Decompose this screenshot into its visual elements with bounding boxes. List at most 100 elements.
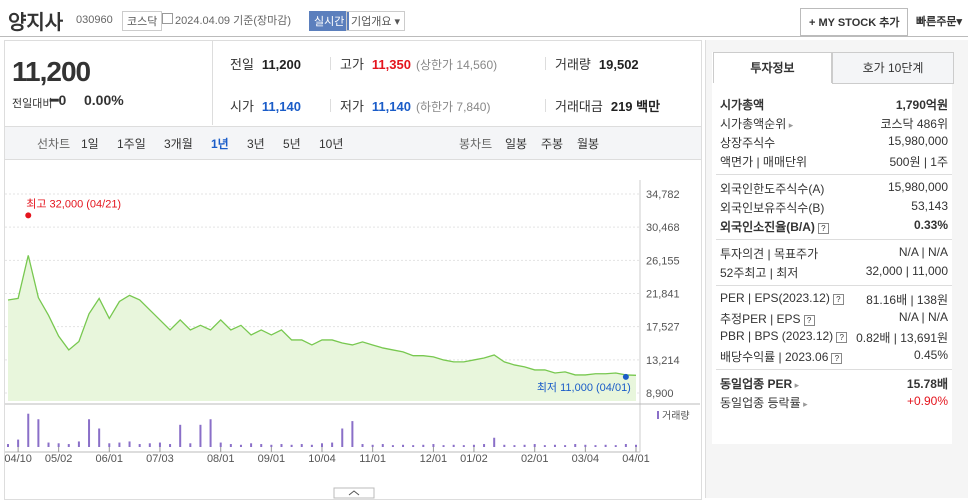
divider [0,36,968,37]
x-tick-label: 11/01 [359,453,386,465]
row-label: PBR | BPS (2023.12) [720,329,834,343]
volume-bar [169,444,172,447]
mystock-button[interactable]: + MY STOCK 추가 [800,8,909,36]
info-note: (하한가 7,840) [415,100,491,114]
divider [330,57,331,70]
mystock-text: MY STOCK 추가 [818,17,900,29]
row-label: 상장주식수 [720,136,776,150]
volume-bar [290,444,293,447]
help-icon[interactable]: ? [831,353,843,364]
link-arrow[interactable]: ▸ [792,380,800,390]
price-area [8,255,636,401]
low-label: 최저 11,000 (04/01) [537,381,631,394]
period-tab[interactable]: 10년 [319,137,344,151]
info-value: 19,502 [598,57,639,72]
x-tick-label: 12/01 [420,453,448,465]
volume-bar [442,445,445,447]
period-tab[interactable]: 3개월 [164,137,193,151]
divider [212,41,213,125]
row-label: 배당수익률 | 2023.06 [720,350,829,364]
volume-bar [594,445,597,447]
candle-tab[interactable]: 주봉 [541,137,564,151]
period-tab[interactable]: 1주일 [117,137,146,151]
volume-bar [513,445,516,447]
help-icon[interactable]: ? [817,223,829,234]
candle-tab[interactable]: 월봉 [577,137,600,151]
info-value: 219 백만 [610,99,661,114]
volume-bar [128,441,131,447]
row-value: 32,000 | 11,000 [865,264,948,278]
row-value: 코스닥 486위 [880,117,948,131]
row-value: 81.16배 | 138원 [866,293,948,307]
help-icon[interactable]: ? [836,332,848,343]
link-arrow[interactable]: ▸ [800,399,808,409]
low-marker [622,373,629,380]
volume-bar [57,443,60,447]
row-label: 시가총액 [720,98,765,112]
info-value: 11,350 [371,57,411,72]
volume-bar [543,445,546,447]
volume-bar [452,444,455,447]
x-tick-label: 07/03 [146,453,174,465]
period-tab[interactable]: 1일 [81,137,99,151]
invest-row: 시가총액순위 ▸ 코스닥 486위 [720,115,948,132]
tab-label: 봉차트 [459,137,493,151]
row-label: 외국인보유주식수(B) [720,201,825,215]
row-label: 추정PER | EPS [720,312,801,326]
volume-bar [47,442,50,447]
x-tick-label: 08/01 [207,453,235,465]
volume-bar [391,445,394,447]
volume-bar [98,428,101,447]
change: ━0 [50,92,67,108]
info-value: 11,140 [261,99,301,114]
info-label: 고가 [340,57,364,72]
volume-bar [300,444,303,447]
realtime-badge[interactable]: 실시간 [309,11,350,31]
volume-bar [199,424,202,447]
divider [716,285,952,286]
legend-label: 거래량 [662,410,690,422]
calendar-icon [162,13,173,24]
period-tab[interactable]: 5년 [283,137,301,151]
divider [330,99,331,112]
info-item: 고가 11,350 (상한가 14,560) [340,54,497,73]
order-link[interactable]: 빠른주문▾ [916,16,963,28]
x-tick-label: 06/01 [96,453,124,465]
row-label: 동일업종 PER [720,377,793,391]
help-icon[interactable]: ? [832,294,844,305]
volume-bar [553,444,556,447]
info-label: 시가 [230,99,254,114]
link-arrow[interactable]: ▸ [786,120,794,130]
tab[interactable]: 호가 10단계 [832,52,954,84]
order-text: 빠른주문 [916,16,957,28]
invest-row: 투자의견 | 목표주가 N/A | N/A [720,245,948,262]
invest-row: PBR | BPS (2023.12)? 0.82배 | 13,691원 [720,329,948,345]
volume-bar [158,442,161,447]
help-icon[interactable]: ? [803,315,815,326]
legend-swatch [657,411,659,419]
row-value: 15,980,000 [887,134,948,148]
invest-row: 52주최고 | 최저 32,000 | 11,000 [720,264,948,281]
y-tick-label: 21,841 [646,289,680,301]
candle-tab[interactable]: 일봉 [505,137,528,151]
row-value: N/A | N/A [898,245,948,259]
divider [716,174,952,175]
high-label: 최고 32,000 (04/21) [26,197,121,210]
volume-bar [27,413,30,447]
row-label: 외국인한도주식수(A) [720,182,825,196]
volume-bar [179,424,182,447]
info-item: 전일 11,200 [230,54,306,73]
overview-button[interactable]: 기업개요 ▾ [346,11,406,31]
volume-bar [331,442,334,447]
volume-bar [574,444,577,447]
tab-selected[interactable]: 투자정보 [713,52,832,83]
divider [545,99,546,112]
invest-row: 시가총액 1,790억원 [720,96,948,113]
x-tick-label: 10/04 [308,453,336,465]
collapse-handle[interactable] [333,487,375,499]
info-item: 시가 11,140 [230,96,306,115]
row-value: 0.82배 | 13,691원 [856,331,948,345]
period-tab[interactable]: 3년 [247,137,265,151]
period-tab[interactable]: 1년 [211,137,229,151]
x-tick-label: 04/01 [622,453,650,465]
